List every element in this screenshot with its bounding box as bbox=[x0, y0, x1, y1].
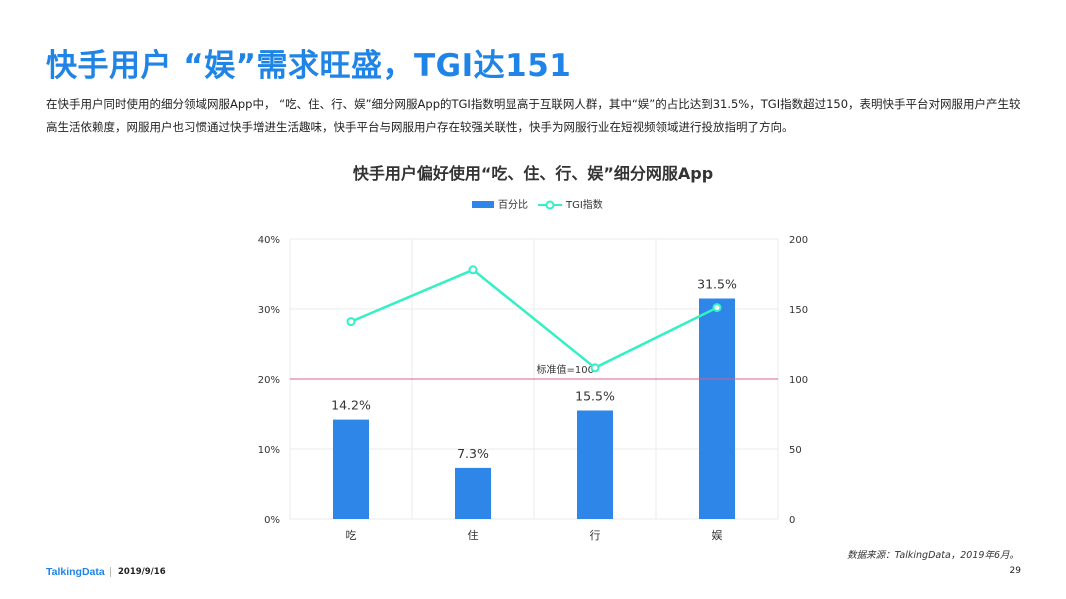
y-left-tick-label: 40% bbox=[258, 235, 280, 246]
y-right-tick-label: 50 bbox=[789, 445, 802, 456]
chart-title: 快手用户偏好使用“吃、住、行、娱”细分网服App bbox=[352, 164, 714, 183]
x-category-label: 住 bbox=[468, 528, 479, 542]
y-right-tick-label: 200 bbox=[789, 235, 808, 246]
page-title: 快手用户 “娱”需求旺盛，TGI达151 bbox=[46, 48, 572, 84]
reference-line-label: 标准值=100 bbox=[537, 363, 594, 376]
y-right-tick-label: 0 bbox=[789, 515, 795, 526]
legend-label-line: TGI指数 bbox=[565, 198, 603, 211]
legend-swatch-bar bbox=[472, 201, 494, 208]
legend-label-bar: 百分比 bbox=[498, 199, 528, 211]
footer-date: 2019/9/16 bbox=[118, 567, 166, 577]
x-category-label: 娱 bbox=[712, 528, 723, 542]
bar-娱 bbox=[699, 298, 735, 519]
bar-value-label: 14.2% bbox=[331, 398, 371, 413]
bar-吃 bbox=[333, 419, 369, 519]
y-left-tick-label: 0% bbox=[264, 515, 280, 526]
tgi-point-行 bbox=[590, 363, 600, 373]
tgi-point-住 bbox=[468, 265, 478, 275]
x-category-label: 吃 bbox=[346, 529, 357, 542]
tgi-point-吃 bbox=[346, 317, 356, 327]
bar-value-label: 31.5% bbox=[697, 277, 737, 292]
bar-行 bbox=[577, 410, 613, 519]
y-left-tick-label: 30% bbox=[258, 305, 280, 316]
legend-marker-line bbox=[545, 200, 555, 210]
brand-logo: TalkingData bbox=[46, 566, 105, 578]
bar-住 bbox=[455, 467, 491, 519]
tgi-line bbox=[350, 268, 718, 370]
y-right-tick-label: 100 bbox=[789, 375, 808, 386]
x-category-label: 行 bbox=[590, 529, 601, 542]
y-right-tick-label: 150 bbox=[789, 305, 808, 316]
page-description: 在快手用户同时使用的细分领域网服App中， “吃、住、行、娱”细分网服App的T… bbox=[46, 97, 1021, 134]
bar-value-label: 7.3% bbox=[457, 446, 489, 461]
footer-divider bbox=[110, 567, 111, 577]
y-left-tick-label: 10% bbox=[258, 445, 280, 456]
tgi-point-娱 bbox=[712, 303, 722, 313]
data-source-note: 数据来源：TalkingData，2019年6月。 bbox=[847, 550, 1019, 561]
y-left-tick-label: 20% bbox=[258, 375, 280, 386]
page-number: 29 bbox=[1009, 566, 1021, 576]
bar-value-label: 15.5% bbox=[575, 389, 615, 404]
